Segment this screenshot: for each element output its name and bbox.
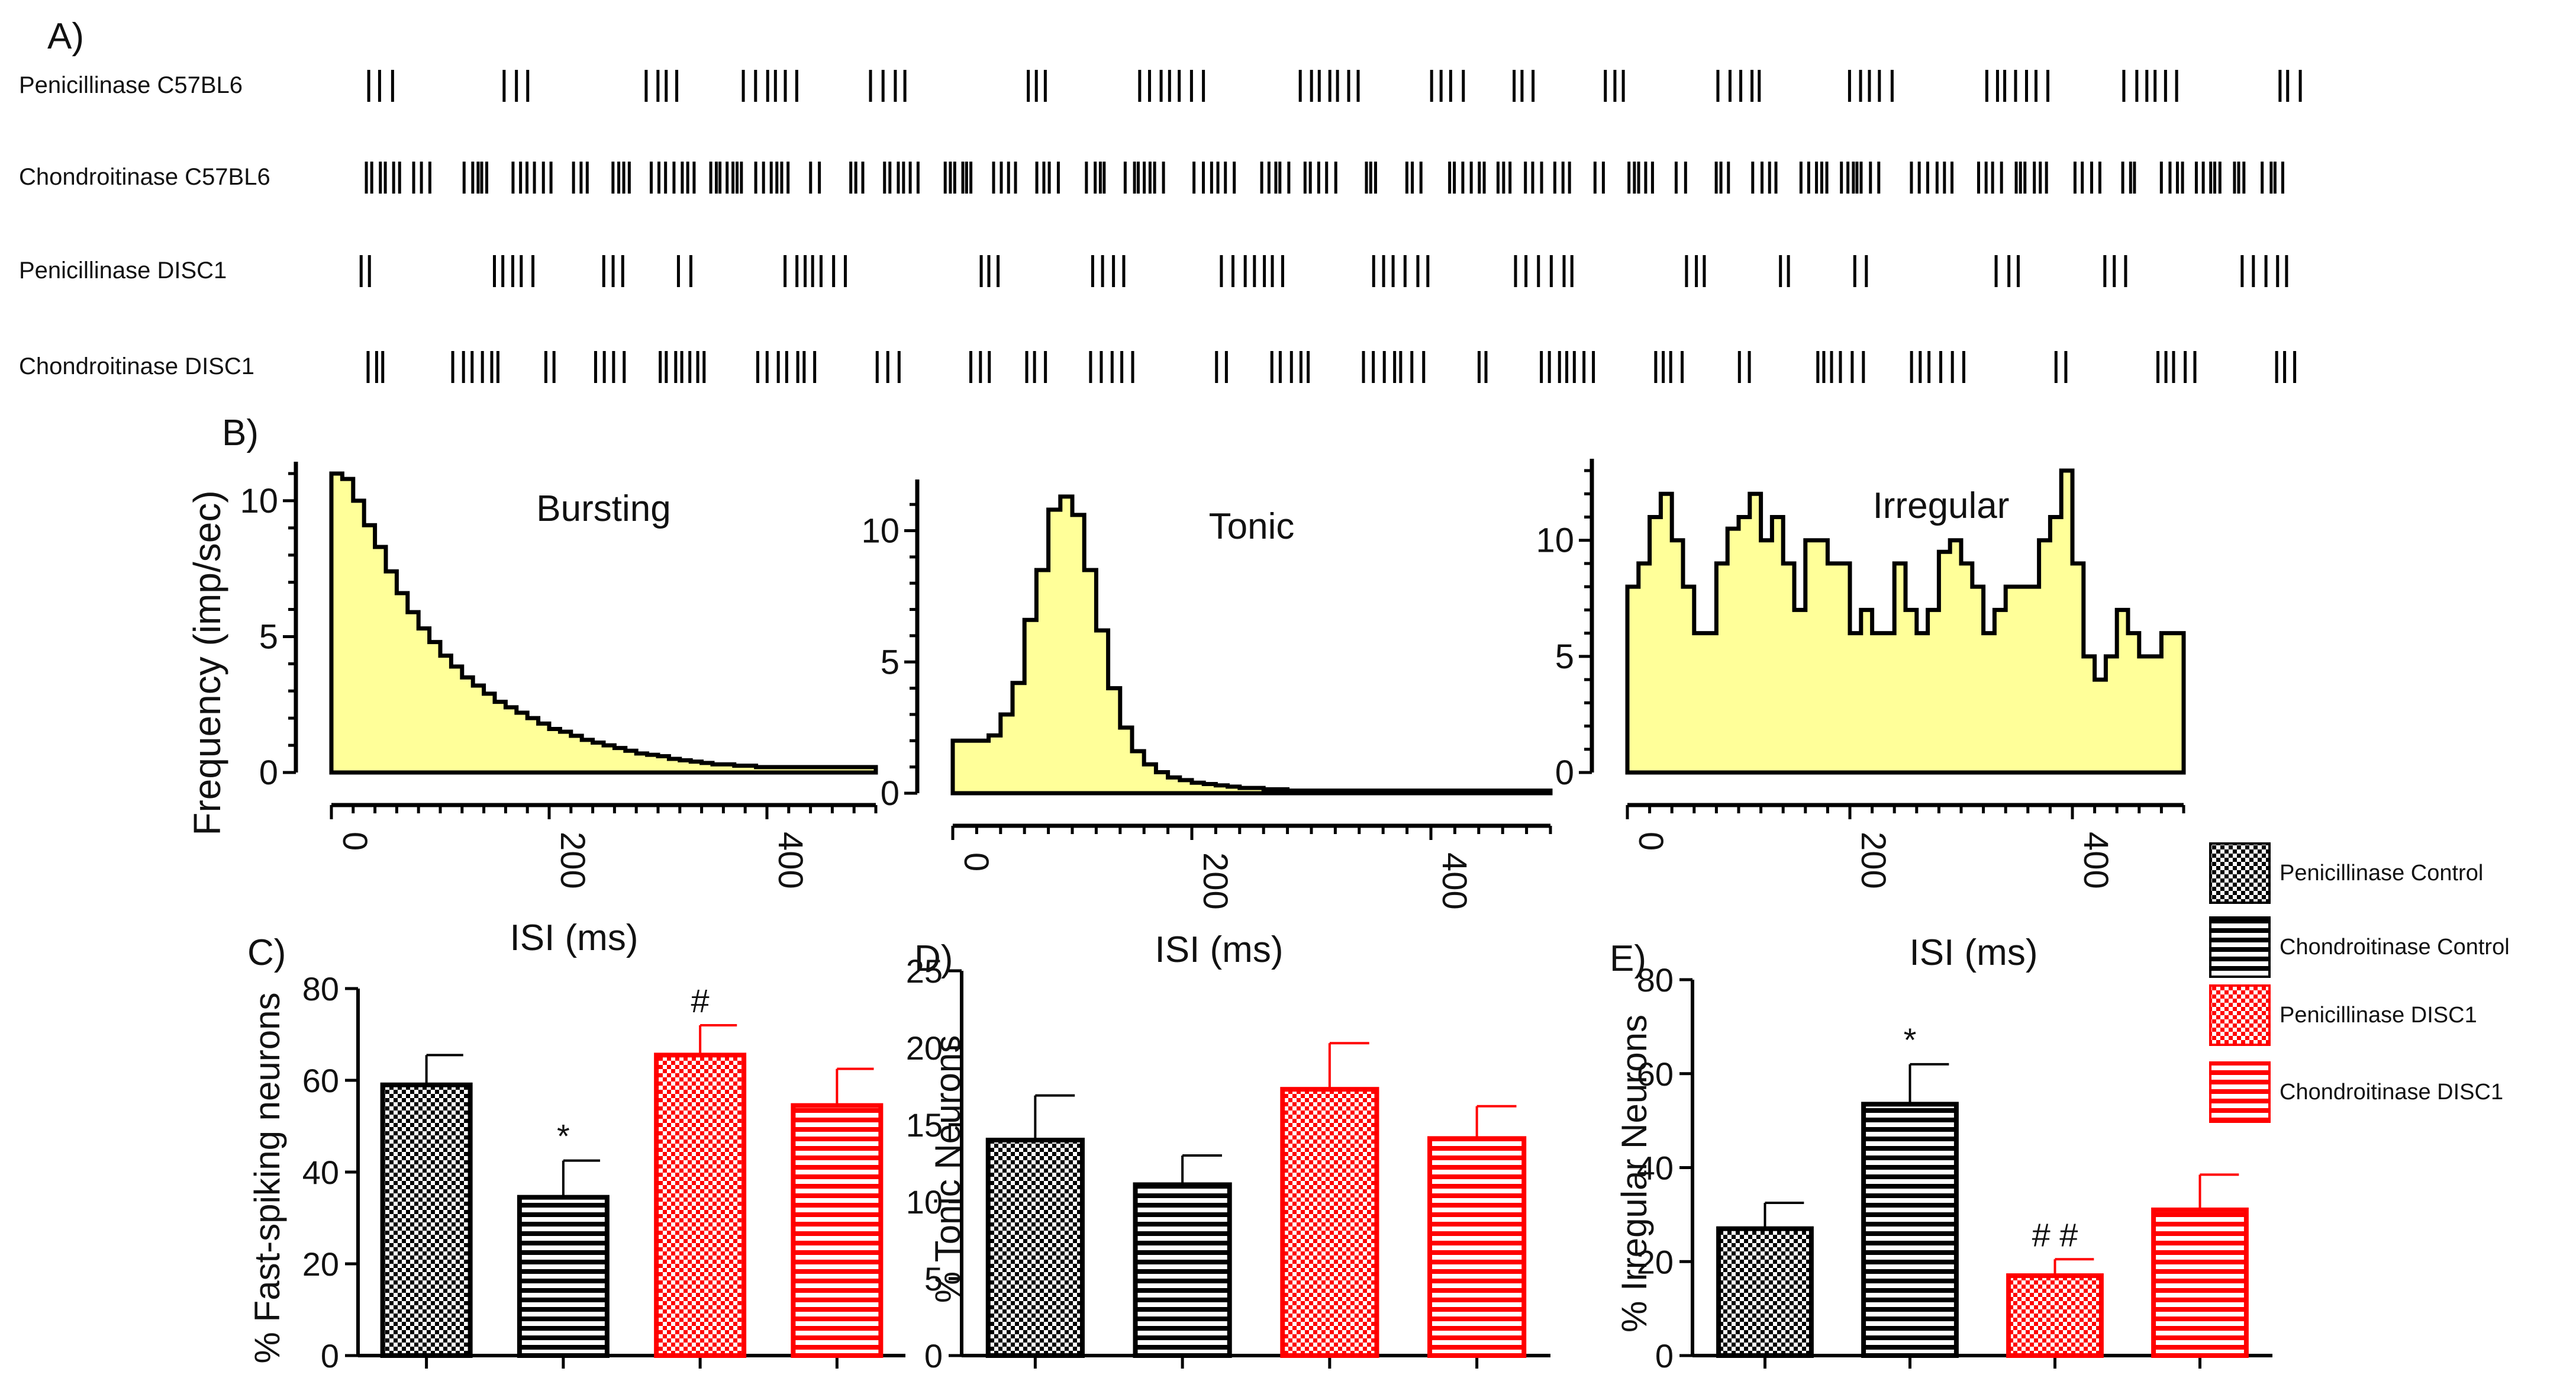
y-tick-label: 60 [1637, 1055, 1674, 1093]
significance-marker: # # [2032, 1216, 2078, 1253]
legend-label: Penicillinase Control [2280, 861, 2483, 886]
y-tick-label: 0 [1555, 754, 1574, 792]
raster-row [365, 162, 2284, 194]
y-tick-label: 40 [1637, 1150, 1674, 1187]
bar [2151, 1207, 2249, 1358]
y-tick-label: 20 [906, 1029, 943, 1067]
x-tick-label: 200 [1196, 852, 1234, 910]
bar [791, 1103, 884, 1358]
bar-chart-tonic: 0 5 10 15 20 25D) % Tonic Neurons [906, 938, 1550, 1375]
y-tick-label: 0 [259, 754, 278, 792]
legend-label: Penicillinase DISC1 [2280, 1003, 2477, 1028]
significance-marker: * [557, 1118, 570, 1155]
legend-item: Chondroitinase DISC1 [2209, 1061, 2503, 1123]
significance-marker: * [1904, 1021, 1917, 1058]
significance-marker: # [691, 982, 710, 1019]
isi-histogram-irregular: 0 5 10 0 200 400 Irregular ISI (ms) [1536, 459, 2186, 973]
y-tick-label: 20 [1637, 1243, 1674, 1280]
y-tick-label: 5 [259, 617, 278, 656]
raster-panel: A) Penicillinase C57BL6 Chondroitinase C5… [19, 16, 2302, 383]
bar [1280, 1087, 1379, 1358]
bar [1716, 1226, 1814, 1358]
legend: Penicillinase Control Chondroitinase Cont… [2209, 842, 2510, 1123]
y-tick-label: 0 [1655, 1337, 1674, 1375]
legend-item: Chondroitinase Control [2209, 916, 2510, 978]
y-tick-label: 5 [924, 1260, 943, 1298]
bar [2006, 1273, 2104, 1358]
panel-label-b: B) [222, 413, 259, 453]
y-tick-label: 15 [906, 1106, 943, 1144]
isi-histogram-tonic: 0 5 10 0 200 400 Tonic ISI (ms) [861, 479, 1553, 970]
isi-area [950, 494, 1553, 796]
x-tick-label: 400 [2077, 832, 2115, 889]
bar-chart-fast-spiking: 0 20 40 60 80 * # C) % Fast-spiking neurons [247, 932, 905, 1375]
bar [654, 1052, 747, 1358]
legend-swatch [2209, 842, 2271, 904]
y-tick-label: 5 [881, 643, 899, 681]
isi-xlabel: ISI (ms) [1910, 932, 2038, 973]
bar [1861, 1102, 1959, 1358]
x-tick-label: 400 [1435, 852, 1474, 910]
y-tick-label: 80 [1637, 961, 1674, 999]
legend-swatch [2209, 916, 2271, 978]
y-tick-label: 10 [240, 482, 278, 520]
bar-chart-irregular: 0 20 40 60 80 * # # E) % Irregular Neurons [1610, 938, 2272, 1375]
isi-area [329, 471, 878, 775]
raster-row-label: Chondroitinase DISC1 [19, 353, 254, 379]
y-tick-label: 5 [1555, 638, 1574, 676]
isi-area [1625, 468, 2186, 775]
isi-panel: B) Frequency (imp/sec) 0 5 10 0 200 400 Bursti… [186, 413, 2186, 973]
y-tick-label: 0 [881, 774, 899, 813]
y-tick-label: 80 [302, 970, 339, 1007]
isi-histogram-bursting: 0 5 10 0 200 400 Bursting ISI (ms) [240, 462, 878, 958]
x-tick-label: 0 [957, 852, 995, 871]
x-tick-label: 200 [553, 832, 592, 889]
raster-row [366, 351, 2297, 383]
raster-row-label: Penicillinase DISC1 [19, 257, 227, 284]
y-tick-label: 0 [321, 1337, 339, 1375]
x-tick-label: 400 [771, 832, 810, 889]
isi-title: Irregular [1873, 485, 2010, 526]
legend-swatch [2209, 984, 2271, 1046]
bar [380, 1082, 473, 1358]
y-axis-label: % Irregular Neurons [1614, 1015, 1654, 1332]
y-tick-label: 60 [302, 1062, 339, 1099]
y-tick-label: 20 [302, 1245, 339, 1283]
legend-item: Penicillinase DISC1 [2209, 984, 2477, 1046]
panel-label-a: A) [47, 16, 84, 57]
y-tick-label: 25 [906, 952, 943, 990]
y-tick-label: 0 [924, 1337, 943, 1375]
raster-row [359, 255, 2288, 287]
raster-row-label: Chondroitinase C57BL6 [19, 164, 270, 190]
isi-xlabel: ISI (ms) [1155, 929, 1284, 970]
y-axis-label: % Tonic Neurons [928, 1035, 968, 1303]
legend-label: Chondroitinase Control [2280, 935, 2510, 960]
y-tick-label: 10 [1536, 522, 1574, 560]
isi-ylabel: Frequency (imp/sec) [186, 490, 228, 835]
bar [517, 1195, 610, 1358]
bar [985, 1138, 1085, 1358]
y-tick-label: 40 [302, 1154, 339, 1191]
y-tick-label: 10 [861, 512, 899, 551]
raster-row-label: Penicillinase C57BL6 [19, 72, 243, 98]
panel-label: C) [247, 932, 286, 973]
y-tick-label: 10 [906, 1183, 943, 1221]
panel-label: D) [914, 938, 953, 979]
isi-title: Bursting [536, 488, 670, 529]
x-tick-label: 0 [336, 832, 374, 851]
panel-label: E) [1610, 938, 1646, 979]
legend-label: Chondroitinase DISC1 [2280, 1080, 2503, 1105]
isi-title: Tonic [1209, 506, 1295, 547]
raster-rows: Penicillinase C57BL6 Chondroitinase C57BL… [19, 70, 2302, 383]
x-tick-label: 200 [1854, 832, 1892, 889]
legend-swatch [2209, 1061, 2271, 1123]
isi-xlabel: ISI (ms) [510, 918, 639, 958]
bar [1427, 1136, 1527, 1359]
legend-item: Penicillinase Control [2209, 842, 2483, 904]
y-axis-label: % Fast-spiking neurons [247, 993, 287, 1364]
bar [1133, 1182, 1232, 1359]
raster-row [367, 70, 2302, 102]
x-tick-label: 0 [1632, 832, 1670, 851]
